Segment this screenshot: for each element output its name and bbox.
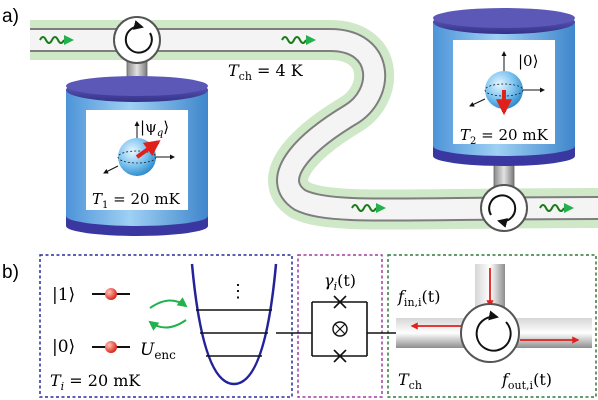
waveguide-tube xyxy=(30,30,598,220)
node2-state-label: |0⟩ xyxy=(518,52,538,70)
node2-temperature-label: T2 = 20 mK xyxy=(460,126,549,147)
coupler-box xyxy=(297,254,383,398)
panel-b: b) |1⟩ |0⟩ Uenc Ti = 20 mK ⋮ xyxy=(2,254,597,398)
oscillator-ladder-dots: ⋮ xyxy=(229,281,247,302)
signal-wave-left xyxy=(39,35,74,45)
node-box xyxy=(39,254,293,398)
signal-wave-top xyxy=(281,35,316,45)
f-in-label: fin,i(t) xyxy=(397,287,440,309)
signal-wave-bottom xyxy=(351,203,386,213)
panel-b-label: b) xyxy=(2,262,19,283)
node2-bloch-sphere xyxy=(469,51,545,116)
level-0-label: |0⟩ xyxy=(52,337,75,357)
encoding-operator-label: Uenc xyxy=(140,340,176,362)
channel-box xyxy=(387,254,597,398)
circulator-1 xyxy=(113,16,161,64)
channel-circulator xyxy=(460,303,520,363)
panel-a: a) Tch = 4 K xyxy=(2,6,598,236)
coupling-label: γi(t) xyxy=(324,271,356,293)
encode-arrow-up xyxy=(149,297,188,309)
encode-arrow-down xyxy=(148,319,187,331)
signal-wave-right xyxy=(539,203,574,213)
node1-state-vector xyxy=(135,140,161,159)
node1-bloch-sphere xyxy=(103,121,175,176)
channel-temperature-label: Tch = 4 K xyxy=(228,61,304,83)
level-0-dot xyxy=(105,341,117,353)
level-1-label: |1⟩ xyxy=(52,285,75,305)
tunable-coupler xyxy=(276,295,396,363)
oscillator-potential xyxy=(190,263,278,386)
node-temperature-label: Ti = 20 mK xyxy=(50,371,141,393)
node1-state-label: |ψq⟩ xyxy=(140,118,169,139)
node2-cryostat: |0⟩ T2 = 20 mK xyxy=(433,8,575,187)
f-out-label: fout,i(t) xyxy=(501,370,552,392)
node1-cryostat: |ψq⟩ T1 = 20 mK xyxy=(66,55,208,236)
circulator-2 xyxy=(480,184,528,232)
node1-temperature-label: T1 = 20 mK xyxy=(92,190,181,211)
channel-box-temperature-label: Tch xyxy=(398,370,422,392)
level-1-dot xyxy=(105,288,117,300)
panel-a-label: a) xyxy=(2,6,19,27)
